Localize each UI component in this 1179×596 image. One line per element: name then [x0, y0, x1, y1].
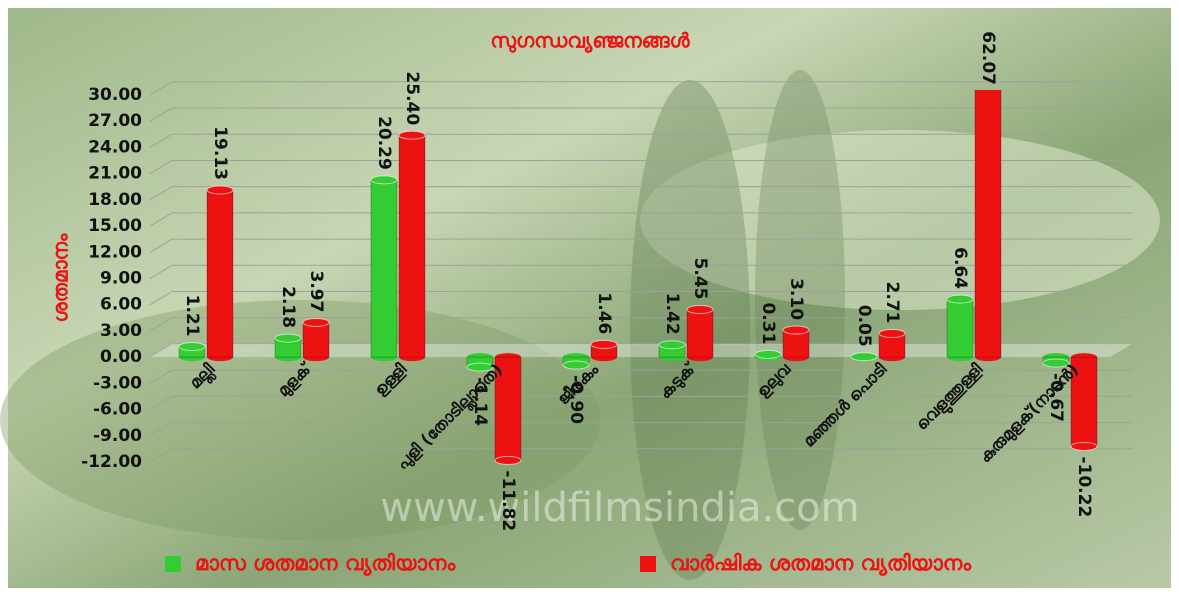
- legend-label: മാസ ശതമാന വ്യതിയാനം: [195, 551, 457, 576]
- value-label: -10.22: [1074, 456, 1094, 517]
- bar-cap: [1071, 442, 1097, 450]
- watermark: www.wildfilmsindia.com: [380, 485, 859, 531]
- bar: [947, 299, 973, 357]
- y-tick-label: 9.00: [100, 269, 142, 289]
- y-tick-label: 24.00: [88, 137, 142, 157]
- bar-cap: [303, 318, 329, 326]
- bar-cap: [207, 186, 233, 194]
- bar-cap: [495, 456, 521, 464]
- value-label: 2.18: [278, 286, 298, 328]
- bar: [399, 135, 425, 357]
- value-label: 0.05: [854, 305, 874, 347]
- y-tick-label: 6.00: [100, 295, 142, 315]
- bar-cap: [399, 131, 425, 139]
- bar: [303, 322, 329, 357]
- y-tick-label: 3.00: [100, 321, 142, 341]
- value-label: -11.82: [498, 470, 518, 531]
- legend-label: വാർഷിക ശതമാന വ്യതിയാനം: [670, 551, 972, 576]
- y-tick-label: 15.00: [88, 216, 142, 236]
- y-tick-label: 12.00: [88, 242, 142, 262]
- y-tick-label: -9.00: [93, 426, 142, 446]
- value-label: 1.42: [662, 293, 682, 335]
- bar: [371, 180, 397, 357]
- value-label: 3.10: [786, 278, 806, 320]
- bar-cap: [371, 176, 397, 184]
- chart: www.wildfilmsindia.com സുഗന്ധവ്യഞ്ജനങ്ങൾ…: [0, 0, 1179, 596]
- y-axis-label: ശതമാനം: [49, 233, 73, 322]
- value-label: 20.29: [374, 116, 394, 170]
- y-tick-label: -3.00: [93, 373, 142, 393]
- value-label: 25.40: [402, 71, 422, 125]
- legend-swatch: [640, 556, 656, 572]
- bar-cap: [879, 329, 905, 337]
- bar: [687, 310, 713, 358]
- bar-cap: [851, 353, 877, 361]
- value-label: 0.31: [758, 302, 778, 344]
- y-tick-label: 30.00: [88, 85, 142, 105]
- value-label: 3.97: [306, 270, 326, 312]
- value-label: 1.21: [182, 295, 202, 337]
- bar-cap: [275, 334, 301, 342]
- bar-cap: [179, 343, 205, 351]
- value-label: 62.07: [978, 31, 998, 85]
- y-tick-label: 0.00: [100, 347, 142, 367]
- value-label: 19.13: [210, 126, 230, 180]
- y-tick-label: -6.00: [93, 400, 142, 420]
- y-tick-label: 18.00: [88, 190, 142, 210]
- y-tick-label: 27.00: [88, 111, 142, 131]
- bar-cap: [783, 326, 809, 334]
- y-tick-label: 21.00: [88, 164, 142, 184]
- bar-cap: [947, 295, 973, 303]
- bar-cap: [687, 306, 713, 314]
- value-label: 5.45: [690, 258, 710, 300]
- bar: [207, 190, 233, 357]
- bar-cap: [755, 350, 781, 358]
- value-label: 2.71: [882, 282, 902, 324]
- chart-title: സുഗന്ധവ്യഞ്ജനങ്ങൾ: [490, 29, 690, 54]
- bar-cap: [591, 340, 617, 348]
- bar-cap: [659, 341, 685, 349]
- value-label: 1.46: [594, 292, 614, 334]
- y-tick-label: -12.00: [81, 452, 142, 472]
- legend-swatch: [165, 556, 181, 572]
- value-label: 6.64: [950, 247, 970, 289]
